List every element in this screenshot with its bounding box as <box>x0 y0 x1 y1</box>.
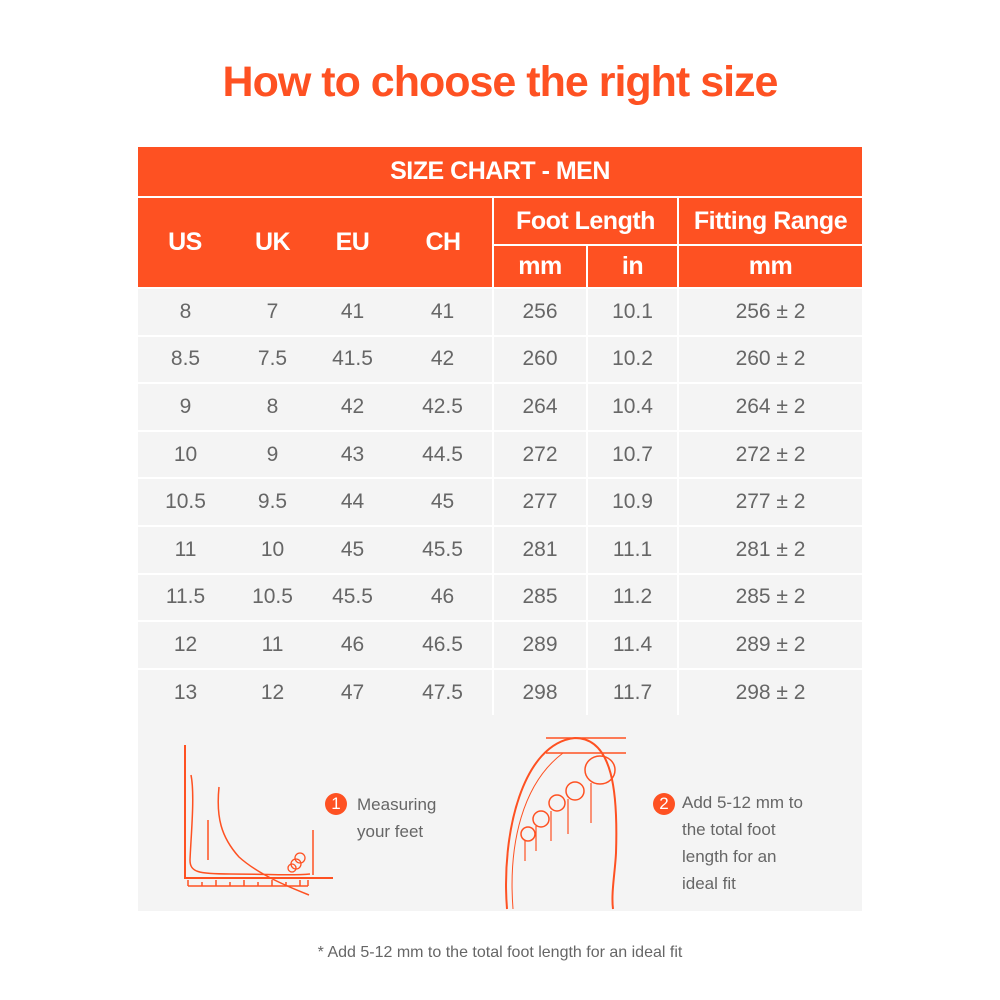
step-2-text: Add 5-12 mm to the total foot length for… <box>682 789 803 897</box>
cell-uk: 7.5 <box>233 334 312 385</box>
cell-ch: 45.5 <box>393 524 493 575</box>
cell-foot-mm: 281 <box>492 524 587 575</box>
cell-fitting-range: 256 ± 2 <box>676 287 863 337</box>
cell-eu: 41 <box>312 287 393 337</box>
cell-foot-in: 11.7 <box>586 667 678 718</box>
cell-ch: 45 <box>393 477 493 527</box>
cell-fitting-range: 289 ± 2 <box>676 620 863 670</box>
cell-foot-in: 10.7 <box>586 429 678 480</box>
header-range-mm: mm <box>676 244 863 289</box>
cell-eu: 45.5 <box>312 572 393 623</box>
cell-foot-in: 11.2 <box>586 572 678 623</box>
cell-foot-mm: 264 <box>492 382 587 432</box>
cell-foot-mm: 289 <box>492 620 587 670</box>
cell-us: 11.5 <box>138 572 233 623</box>
cell-foot-in: 10.1 <box>586 287 678 337</box>
cell-foot-mm: 298 <box>492 667 587 718</box>
measurement-guide: 1 Measuring your feet 2 Add 5-12 mm to t… <box>138 715 862 911</box>
step-1-line: Measuring <box>357 795 437 814</box>
foot-side-ruler-icon <box>184 745 333 896</box>
cell-eu: 44 <box>312 477 393 527</box>
cell-foot-in: 10.9 <box>586 477 678 527</box>
cell-uk: 7 <box>233 287 312 337</box>
cell-ch: 42 <box>393 334 493 385</box>
step-2-line: the total foot <box>682 820 776 839</box>
table-row: 9 8 42 42.5 264 10.4 264 ± 2 <box>138 382 863 432</box>
cell-us: 8 <box>138 287 233 337</box>
cell-eu: 43 <box>312 429 393 480</box>
step-1-text: Measuring your feet <box>357 791 436 845</box>
header-mm: mm <box>492 244 588 289</box>
cell-uk: 8 <box>233 382 312 432</box>
cell-foot-in: 10.4 <box>586 382 678 432</box>
cell-uk: 9 <box>233 429 312 480</box>
cell-fitting-range: 277 ± 2 <box>676 477 863 527</box>
header-uk: UK <box>232 196 313 289</box>
cell-uk: 10 <box>233 524 312 575</box>
cell-foot-mm: 285 <box>492 572 587 623</box>
cell-eu: 45 <box>312 524 393 575</box>
cell-fitting-range: 272 ± 2 <box>676 429 863 480</box>
cell-foot-mm: 277 <box>492 477 587 527</box>
header-in: in <box>586 244 679 289</box>
step-1-badge: 1 <box>325 793 347 815</box>
table-row: 8 7 41 41 256 10.1 256 ± 2 <box>138 287 863 337</box>
cell-uk: 11 <box>233 620 312 670</box>
cell-fitting-range: 285 ± 2 <box>676 572 863 623</box>
cell-uk: 12 <box>233 667 312 718</box>
cell-fitting-range: 298 ± 2 <box>676 667 863 718</box>
header-fitting-range: Fitting Range <box>676 196 863 246</box>
cell-fitting-range: 281 ± 2 <box>676 524 863 575</box>
cell-ch: 46.5 <box>393 620 493 670</box>
cell-us: 10 <box>138 429 233 480</box>
table-row: 8.5 7.5 41.5 42 260 10.2 260 ± 2 <box>138 334 863 385</box>
table-row: 13 12 47 47.5 298 11.7 298 ± 2 <box>138 667 863 718</box>
cell-ch: 44.5 <box>393 429 493 480</box>
cell-fitting-range: 260 ± 2 <box>676 334 863 385</box>
step-2-line: ideal fit <box>682 874 736 893</box>
table-row: 11.5 10.5 45.5 46 285 11.2 285 ± 2 <box>138 572 863 623</box>
header-foot-length: Foot Length <box>492 196 679 246</box>
table-row: 10.5 9.5 44 45 277 10.9 277 ± 2 <box>138 477 863 527</box>
page-title: How to choose the right size <box>222 58 779 106</box>
header-eu: EU <box>311 196 394 289</box>
cell-foot-in: 11.4 <box>586 620 678 670</box>
cell-foot-mm: 256 <box>492 287 587 337</box>
size-chart-table: SIZE CHART - MEN US UK EU CH Foot Length… <box>138 147 863 718</box>
step-2-badge: 2 <box>653 793 675 815</box>
cell-foot-mm: 272 <box>492 429 587 480</box>
cell-eu: 41.5 <box>312 334 393 385</box>
cell-fitting-range: 264 ± 2 <box>676 382 863 432</box>
header-ch: CH <box>392 196 494 289</box>
cell-uk: 10.5 <box>233 572 312 623</box>
cell-foot-in: 10.2 <box>586 334 678 385</box>
table-row: 10 9 43 44.5 272 10.7 272 ± 2 <box>138 429 863 480</box>
table-row: 12 11 46 46.5 289 11.4 289 ± 2 <box>138 620 863 670</box>
cell-us: 8.5 <box>138 334 233 385</box>
step-2-line: length for an <box>682 847 777 866</box>
table-caption: SIZE CHART - MEN <box>138 147 863 198</box>
cell-uk: 9.5 <box>233 477 312 527</box>
cell-ch: 47.5 <box>393 667 493 718</box>
cell-us: 9 <box>138 382 233 432</box>
cell-foot-mm: 260 <box>492 334 587 385</box>
cell-us: 10.5 <box>138 477 233 527</box>
footnote: * Add 5-12 mm to the total foot length f… <box>317 944 683 961</box>
cell-ch: 41 <box>393 287 493 337</box>
cell-us: 13 <box>138 667 233 718</box>
cell-ch: 42.5 <box>393 382 493 432</box>
step-2-line: Add 5-12 mm to <box>682 793 803 812</box>
table-row: 11 10 45 45.5 281 11.1 281 ± 2 <box>138 524 863 575</box>
foot-top-toes-icon <box>505 736 626 910</box>
cell-eu: 47 <box>312 667 393 718</box>
cell-eu: 46 <box>312 620 393 670</box>
cell-foot-in: 11.1 <box>586 524 678 575</box>
header-us: US <box>138 196 234 289</box>
cell-us: 11 <box>138 524 233 575</box>
cell-us: 12 <box>138 620 233 670</box>
cell-eu: 42 <box>312 382 393 432</box>
step-1-line: your feet <box>357 822 424 841</box>
cell-ch: 46 <box>393 572 493 623</box>
